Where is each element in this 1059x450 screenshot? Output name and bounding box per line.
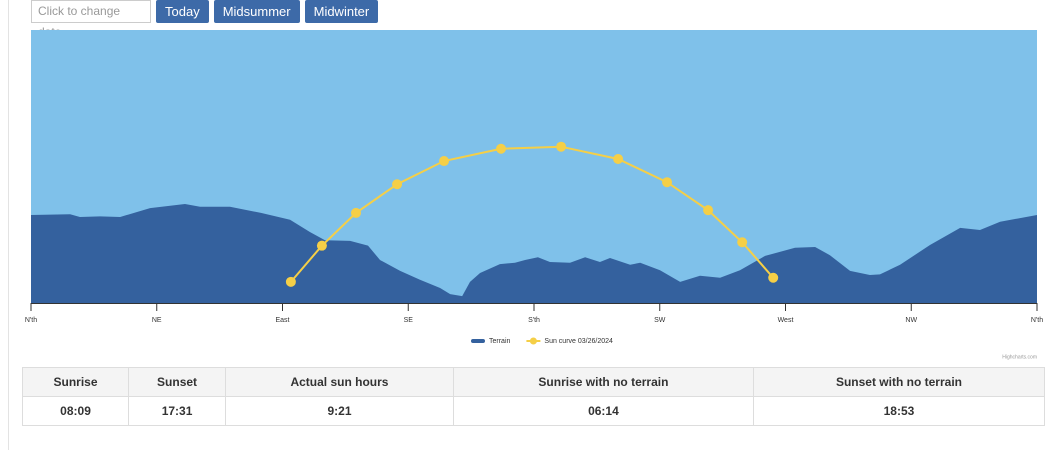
terrain-area: [31, 204, 1037, 303]
legend-symbol: [471, 339, 485, 343]
button[interactable]: Midwinter: [304, 0, 379, 23]
legend-label: Terrain: [489, 338, 511, 345]
x-tick-label: East: [275, 317, 289, 324]
x-tick-label: SW: [654, 317, 666, 324]
sun-marker: [768, 272, 779, 283]
table-header: Sunrise: [21, 367, 130, 397]
credits: Highcharts.com: [1002, 354, 1037, 360]
sun-marker: [439, 156, 450, 167]
sun-marker: [737, 237, 748, 248]
sun-marker: [316, 240, 327, 251]
button[interactable]: Today: [156, 0, 209, 23]
button[interactable]: Midsummer: [213, 0, 300, 23]
table-header: Actual sun hours: [225, 367, 454, 397]
results-table: Sunrise Sunset Actual sun hours Sunrise wit…: [21, 367, 1046, 426]
sun-marker: [556, 141, 567, 152]
table-cell: 08:09: [21, 396, 130, 426]
legend-label: Sun curve 03/26/2024: [544, 338, 613, 345]
table-cell: 9:21: [225, 396, 454, 426]
sun-marker: [662, 177, 673, 188]
sun-marker: [350, 207, 361, 218]
sun-marker: [613, 153, 624, 164]
x-tick-label: NW: [905, 317, 917, 324]
table-header: Sunrise with no terrain: [452, 367, 754, 397]
table-header: Sunset with no terrain: [752, 367, 1046, 397]
table-row: 08:09 17:31 9:21 06:14 18:53: [21, 396, 1046, 426]
x-tick-label: SE: [404, 317, 414, 324]
x-tick-label: S'th: [528, 317, 540, 324]
controls: Click to change date... TodayMidsummerMi…: [31, 0, 379, 39]
sun-marker: [703, 205, 714, 216]
sun-marker: [496, 143, 507, 154]
plot: [31, 141, 1037, 303]
page-edge: [8, 0, 9, 450]
table-cell: 17:31: [128, 396, 227, 426]
sun-marker: [392, 179, 403, 190]
x-tick-label: NE: [152, 317, 162, 324]
chart: N'th NE East SE S'th SW West NW N'th Terrain Sun c…: [25, 30, 1043, 360]
table-cell: 06:14: [452, 396, 754, 426]
table-cell: 18:53: [752, 396, 1046, 426]
sun-line: [290, 145, 774, 283]
legend-symbol: [529, 337, 537, 345]
table-header: Sunset: [128, 367, 227, 397]
sun-marker: [285, 276, 296, 287]
x-tick-label: West: [778, 317, 794, 324]
x-tick-label: N'th: [25, 317, 37, 324]
x-tick-label: N'th: [1031, 317, 1043, 324]
